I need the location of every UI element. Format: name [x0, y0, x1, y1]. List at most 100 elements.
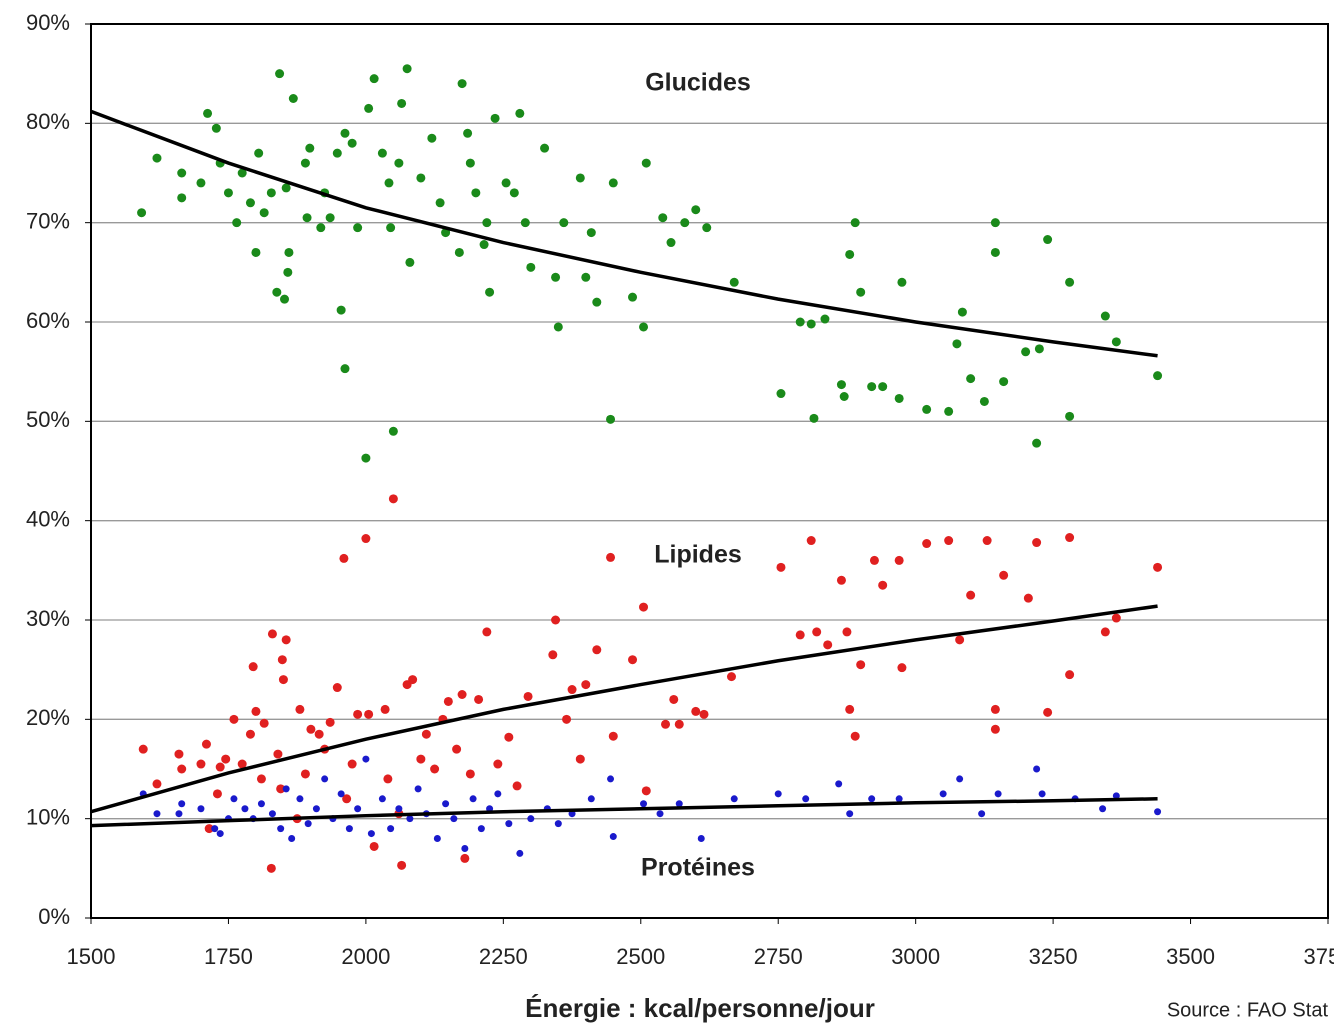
point: [339, 553, 349, 563]
point: [922, 539, 932, 549]
point: [229, 714, 239, 724]
point: [494, 790, 502, 798]
point: [978, 810, 986, 818]
y-tick-label: 20%: [26, 705, 70, 730]
point: [979, 396, 989, 406]
point: [384, 178, 394, 188]
point: [383, 774, 393, 784]
point: [137, 208, 147, 218]
point: [215, 762, 225, 772]
point: [1099, 805, 1107, 813]
x-tick-label: 1750: [204, 944, 253, 969]
point: [325, 717, 335, 727]
y-tick-label: 30%: [26, 606, 70, 631]
point: [306, 724, 316, 734]
point: [856, 287, 866, 297]
point: [237, 759, 247, 769]
point: [340, 128, 350, 138]
point: [216, 830, 224, 838]
point: [820, 314, 830, 324]
point: [457, 690, 467, 699]
point: [288, 835, 296, 843]
point: [699, 709, 709, 719]
point: [806, 536, 816, 546]
point: [477, 825, 485, 833]
point: [452, 744, 462, 754]
point: [990, 247, 1000, 257]
point: [1112, 792, 1120, 800]
point: [835, 780, 843, 788]
point: [776, 562, 786, 572]
point: [267, 629, 277, 639]
point: [433, 835, 441, 843]
point: [245, 198, 255, 208]
point: [955, 635, 965, 645]
point: [846, 810, 854, 818]
point: [152, 779, 162, 789]
point: [999, 570, 1009, 580]
point: [490, 113, 500, 123]
point: [1153, 562, 1163, 572]
point: [203, 108, 213, 118]
point: [332, 148, 342, 158]
x-axis-label: Énergie : kcal/personne/jour: [525, 993, 875, 1023]
point: [405, 257, 415, 267]
point: [336, 305, 346, 315]
point: [1111, 613, 1121, 623]
point: [321, 775, 329, 783]
point: [553, 322, 563, 332]
y-tick-label: 50%: [26, 407, 70, 432]
point: [153, 810, 161, 818]
annotation: Protéines: [641, 854, 755, 882]
point: [639, 322, 649, 332]
point: [435, 198, 445, 208]
point: [266, 188, 276, 198]
point: [177, 193, 187, 203]
point: [402, 64, 412, 74]
point: [369, 841, 379, 851]
point: [823, 640, 833, 650]
point: [277, 825, 285, 833]
point: [606, 414, 616, 424]
point: [1033, 765, 1041, 773]
y-tick-label: 0%: [38, 904, 70, 929]
point: [806, 319, 816, 329]
point: [592, 645, 602, 655]
point: [302, 213, 312, 223]
point: [691, 205, 701, 215]
point: [850, 731, 860, 741]
point: [1023, 593, 1033, 603]
point: [867, 382, 877, 392]
point: [581, 680, 591, 690]
point: [211, 123, 221, 133]
point: [212, 789, 222, 799]
point: [201, 739, 211, 749]
annotation: Glucides: [645, 69, 751, 97]
point: [658, 213, 668, 223]
point: [842, 627, 852, 637]
point: [471, 188, 481, 198]
point: [944, 406, 954, 416]
point: [416, 754, 426, 764]
point: [730, 795, 738, 803]
x-tick-label: 2500: [616, 944, 665, 969]
point: [608, 731, 618, 741]
point: [548, 650, 558, 660]
point: [516, 849, 524, 857]
point: [442, 800, 450, 808]
trend-line: [90, 604, 1158, 814]
point: [204, 824, 214, 834]
point: [361, 534, 371, 544]
x-tick-label: 3000: [891, 944, 940, 969]
point: [990, 704, 1000, 714]
point: [178, 800, 186, 808]
point: [316, 223, 326, 233]
point: [300, 769, 310, 779]
point: [340, 364, 350, 374]
point: [680, 218, 690, 228]
point: [628, 655, 638, 665]
point: [845, 704, 855, 714]
point: [609, 833, 617, 841]
trend-line: [90, 109, 1158, 358]
point: [361, 453, 371, 463]
